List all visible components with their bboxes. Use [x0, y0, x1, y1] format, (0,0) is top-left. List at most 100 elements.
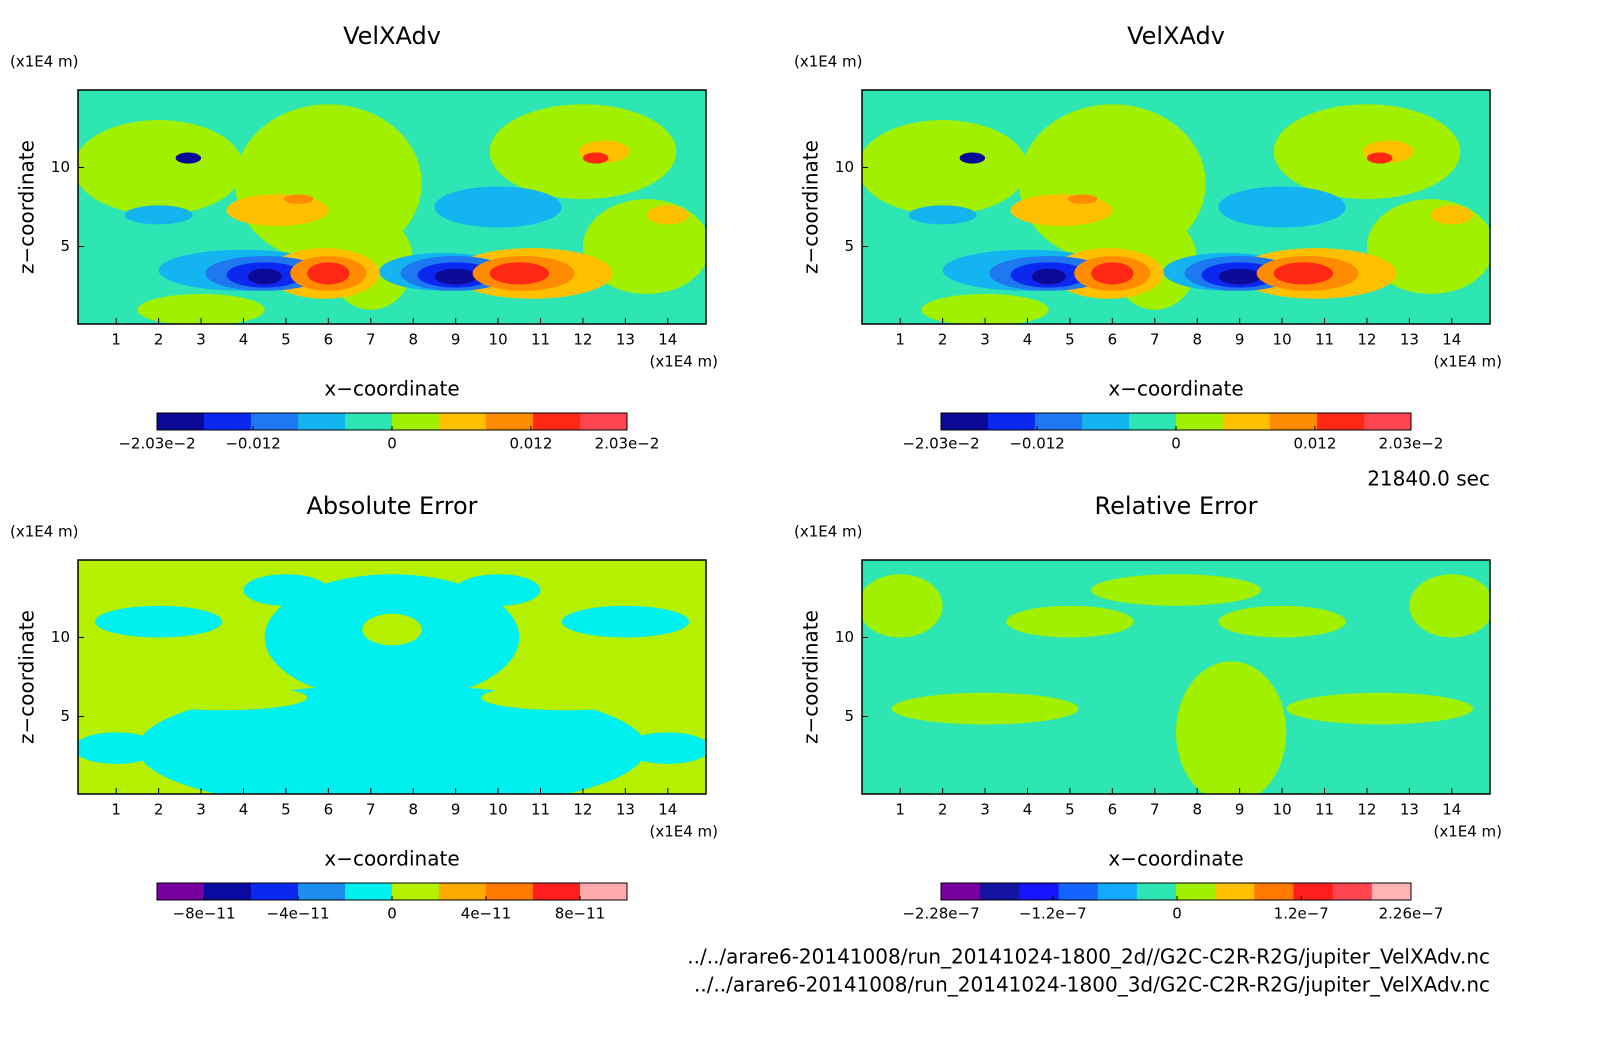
x-tick-label: 13 [616, 331, 635, 349]
x-axis-title: x−coordinate [324, 847, 459, 871]
x-unit: (x1E4 m) [649, 823, 718, 841]
colorbar-tick-label: 0.012 [509, 435, 552, 453]
contour-region [481, 684, 651, 711]
colorbar-swatch [1293, 883, 1334, 900]
x-tick-label: 11 [531, 331, 550, 349]
x-tick-label: 3 [980, 801, 990, 819]
contour-region [862, 574, 943, 638]
x-tick-label: 4 [1023, 331, 1033, 349]
field [862, 560, 1490, 794]
x-tick-label: 2 [154, 801, 164, 819]
colorbar-tick-label: −1.2e−7 [1019, 905, 1087, 923]
x-tick-label: 14 [658, 331, 677, 349]
contour-region [1006, 605, 1134, 638]
x-tick-label: 3 [980, 331, 990, 349]
panel-title: Relative Error [1095, 492, 1258, 520]
colorbar-swatch [439, 883, 487, 900]
x-axis-title: x−coordinate [324, 377, 459, 401]
plot-frame [77, 89, 707, 325]
contour-region [434, 268, 477, 285]
colorbar-swatch [980, 883, 1020, 900]
x-axis-title: x−coordinate [1108, 377, 1243, 401]
x-tick-label: 8 [408, 331, 418, 349]
contour-region [247, 268, 282, 285]
x-tick-label: 9 [451, 331, 461, 349]
contour-region [921, 293, 1049, 324]
x-tick-label: 2 [938, 801, 948, 819]
colorbar-tick-label: −0.012 [1009, 435, 1065, 453]
colorbar-swatch [345, 413, 393, 430]
x-tick-label: 11 [1315, 801, 1334, 819]
panel-title: Absolute Error [306, 492, 477, 520]
contour-region [1031, 268, 1066, 285]
plot-frame [861, 89, 1491, 325]
y-axis-title: z−coordinate [15, 140, 39, 274]
contour-region [78, 120, 244, 215]
plot-frame [77, 559, 707, 795]
x-tick-label: 10 [1273, 801, 1292, 819]
colorbar-tick-label: −2.28e−7 [902, 905, 979, 923]
colorbar-tick-label: 8e−11 [555, 905, 605, 923]
x-tick-label: 8 [1192, 331, 1202, 349]
x-axis-title: x−coordinate [1108, 847, 1243, 871]
x-unit: (x1E4 m) [1433, 823, 1502, 841]
contour-region [137, 293, 265, 324]
y-tick-label: 10 [835, 158, 854, 176]
x-tick-label: 1 [111, 801, 121, 819]
colorbar-swatch [1136, 883, 1177, 900]
colorbar-tick-label: 0 [387, 905, 397, 923]
contour-region [862, 120, 1028, 215]
x-tick-label: 7 [1150, 331, 1160, 349]
x-tick-label: 13 [1400, 331, 1419, 349]
contour-region [908, 205, 977, 225]
colorbar-swatch [345, 883, 393, 900]
colorbar-swatch [486, 413, 534, 430]
x-tick-label: 3 [196, 801, 206, 819]
colorbar-swatch [1317, 413, 1365, 430]
x-tick-label: 8 [408, 801, 418, 819]
x-tick-label: 6 [324, 331, 334, 349]
contour-region [124, 205, 193, 225]
colorbar-swatch [251, 883, 299, 900]
contour-region [1286, 692, 1474, 725]
colorbar-tick-label: 0.012 [1293, 435, 1336, 453]
x-tick-label: 14 [1442, 801, 1461, 819]
x-tick-label: 1 [111, 331, 121, 349]
contour-region [1091, 574, 1261, 606]
x-tick-label: 1 [895, 801, 905, 819]
x-tick-label: 12 [1357, 801, 1376, 819]
x-unit: (x1E4 m) [1433, 353, 1502, 371]
colorbar-frame [940, 882, 1412, 901]
x-tick-label: 14 [658, 801, 677, 819]
colorbar-tick-label: 0 [1171, 435, 1181, 453]
x-tick-label: 7 [1150, 801, 1160, 819]
colorbar-tick-label: −2.03e−2 [118, 435, 195, 453]
colorbar-tick-label: 4e−11 [461, 905, 511, 923]
field [78, 90, 706, 324]
colorbar-swatch [580, 413, 628, 430]
y-tick-label: 10 [51, 158, 70, 176]
x-tick-label: 6 [1108, 801, 1118, 819]
contour-region [646, 205, 690, 225]
colorbar-swatch [1254, 883, 1294, 900]
colorbar-swatch [1035, 413, 1083, 430]
colorbar-tick-label: −4e−11 [267, 905, 330, 923]
x-tick-label: 11 [1315, 331, 1334, 349]
contour-region [94, 605, 223, 638]
x-tick-label: 5 [1065, 801, 1075, 819]
colorbar-tick-label: −0.012 [225, 435, 281, 453]
contour-region [1176, 661, 1287, 794]
colorbar-swatch [1097, 883, 1138, 900]
colorbar-swatch [1332, 883, 1373, 900]
x-tick-label: 9 [1235, 331, 1245, 349]
x-tick-label: 10 [489, 331, 508, 349]
x-unit: (x1E4 m) [649, 353, 718, 371]
contour-region [625, 732, 706, 764]
contour-region [1218, 605, 1346, 638]
colorbar-swatch [988, 413, 1036, 430]
x-tick-label: 1 [895, 331, 905, 349]
x-tick-label: 4 [1023, 801, 1033, 819]
contour-region [455, 574, 541, 606]
contour-region [561, 605, 690, 638]
